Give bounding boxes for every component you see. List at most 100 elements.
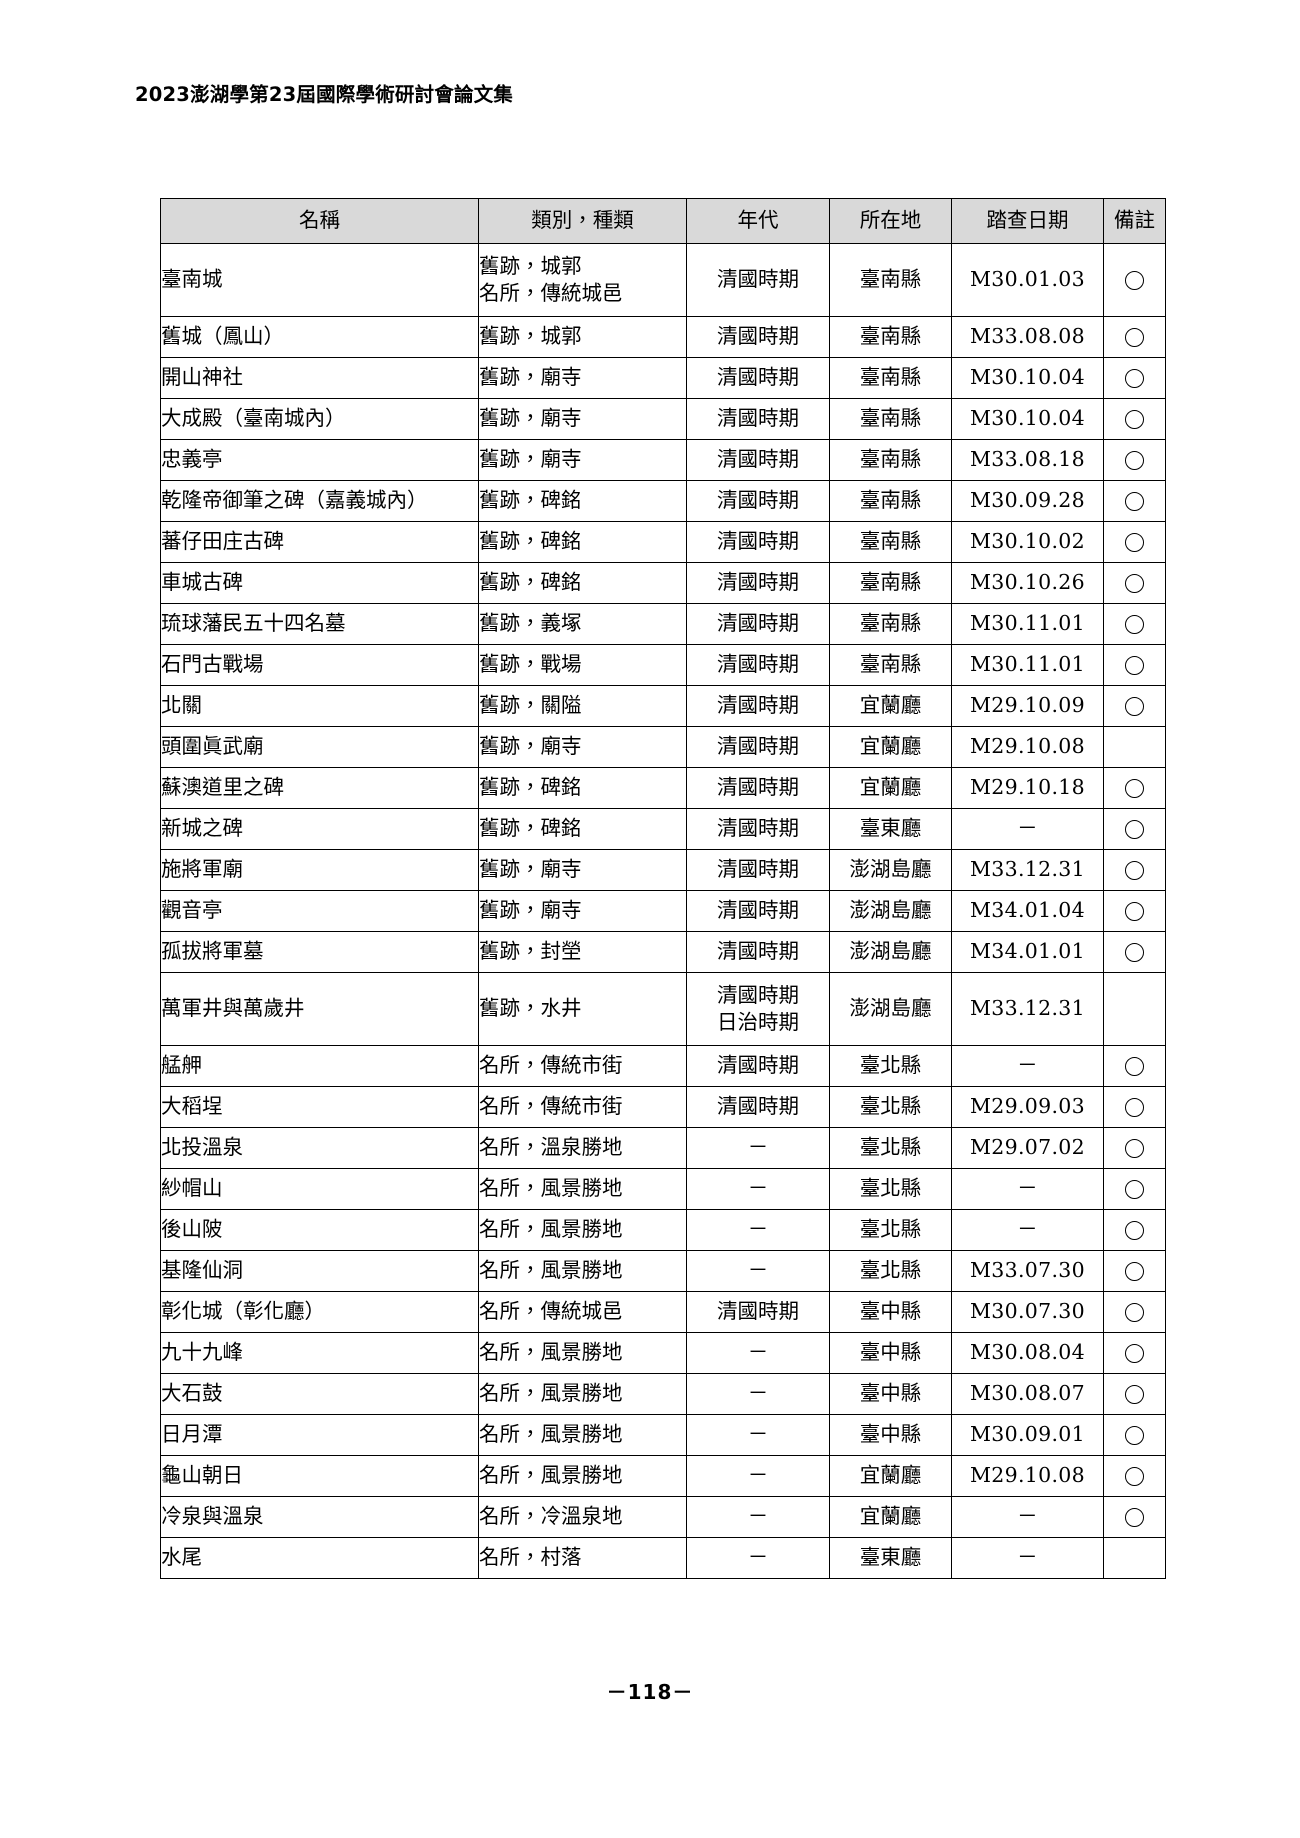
- cell-category: 舊跡，戰場: [478, 644, 687, 686]
- cell-survey-date: －: [951, 808, 1104, 850]
- table-row: 紗帽山 名所，風景勝地 － 臺北縣 －: [160, 1168, 1166, 1210]
- cell-note: [1103, 1127, 1166, 1169]
- cell-era: 清國時期: [686, 767, 830, 809]
- cell-survey-date: M29.10.08: [951, 1455, 1104, 1497]
- cell-survey-date: M30.11.01: [951, 644, 1104, 686]
- cell-survey-date: M29.10.08: [951, 726, 1104, 768]
- table-row: 北投溫泉 名所，溫泉勝地 － 臺北縣 M29.07.02: [160, 1127, 1166, 1169]
- cell-era: 清國時期: [686, 562, 830, 604]
- survey-table-container: 名稱 類別，種類 年代 所在地 踏查日期 備註 臺南城 舊跡，城郭 名所，傳統城邑…: [160, 198, 1166, 1579]
- cell-name: 石門古戰場: [160, 644, 479, 686]
- cell-note: [1103, 931, 1166, 973]
- cell-survey-date: M34.01.04: [951, 890, 1104, 932]
- cell-location: 臺南縣: [829, 243, 952, 317]
- cell-location: 臺北縣: [829, 1209, 952, 1251]
- cell-category: 舊跡，水井: [478, 972, 687, 1046]
- cell-survey-date: M30.01.03: [951, 243, 1104, 317]
- dash-mark: －: [747, 1463, 769, 1488]
- cell-location: 臺南縣: [829, 439, 952, 481]
- circle-mark-icon: [1125, 1221, 1144, 1241]
- cell-era: －: [686, 1168, 830, 1210]
- table-row: 大稻埕 名所，傳統市街 清國時期 臺北縣 M29.09.03: [160, 1086, 1166, 1128]
- table-row: 龜山朝日 名所，風景勝地 － 宜蘭廳 M29.10.08: [160, 1455, 1166, 1497]
- dash-mark: －: [747, 1422, 769, 1447]
- cell-location: 臺南縣: [829, 398, 952, 440]
- cell-survey-date: M30.07.30: [951, 1291, 1104, 1333]
- cell-category: 名所，風景勝地: [478, 1250, 687, 1292]
- dash-mark: －: [747, 1176, 769, 1201]
- circle-mark-icon: [1125, 1180, 1144, 1200]
- cell-survey-date: M29.10.18: [951, 767, 1104, 809]
- cell-name: 大成殿（臺南城內）: [160, 398, 479, 440]
- cell-era: 清國時期 日治時期: [686, 972, 830, 1046]
- cell-survey-date: M33.08.08: [951, 316, 1104, 358]
- cell-era: －: [686, 1127, 830, 1169]
- cell-survey-date: －: [951, 1537, 1104, 1579]
- table-row: 大石鼓 名所，風景勝地 － 臺中縣 M30.08.07: [160, 1373, 1166, 1415]
- table-row: 頭圍眞武廟 舊跡，廟寺 清國時期 宜蘭廳 M29.10.08: [160, 726, 1166, 768]
- cell-survey-date: M33.08.18: [951, 439, 1104, 481]
- cell-era: 清國時期: [686, 726, 830, 768]
- cell-era: 清國時期: [686, 603, 830, 645]
- cell-name: 九十九峰: [160, 1332, 479, 1374]
- dash-mark: －: [747, 1340, 769, 1365]
- circle-mark-icon: [1125, 779, 1144, 799]
- table-row: 施將軍廟 舊跡，廟寺 清國時期 澎湖島廳 M33.12.31: [160, 849, 1166, 891]
- circle-mark-icon: [1125, 1426, 1144, 1446]
- circle-mark-icon: [1125, 1385, 1144, 1405]
- table-row: 大成殿（臺南城內） 舊跡，廟寺 清國時期 臺南縣 M30.10.04: [160, 398, 1166, 440]
- cell-category: 名所，傳統市街: [478, 1045, 687, 1087]
- cell-location: 澎湖島廳: [829, 849, 952, 891]
- cell-note: [1103, 439, 1166, 481]
- cell-survey-date: M34.01.01: [951, 931, 1104, 973]
- cell-name: 孤拔將軍墓: [160, 931, 479, 973]
- cell-note: [1103, 1291, 1166, 1333]
- cell-name: 基隆仙洞: [160, 1250, 479, 1292]
- cell-note: [1103, 1209, 1166, 1251]
- cell-note: [1103, 603, 1166, 645]
- table-row: 新城之碑 舊跡，碑銘 清國時期 臺東廳 －: [160, 808, 1166, 850]
- cell-location: 臺北縣: [829, 1250, 952, 1292]
- cell-era: －: [686, 1209, 830, 1251]
- dash-mark: －: [1017, 816, 1038, 841]
- circle-mark-icon: [1125, 1344, 1144, 1364]
- cell-era: 清國時期: [686, 521, 830, 563]
- cell-era: －: [686, 1537, 830, 1579]
- cell-note: [1103, 767, 1166, 809]
- cell-name: 紗帽山: [160, 1168, 479, 1210]
- cell-note: [1103, 398, 1166, 440]
- cell-note: [1103, 521, 1166, 563]
- cell-name: 冷泉與溫泉: [160, 1496, 479, 1538]
- cell-survey-date: M29.10.09: [951, 685, 1104, 727]
- cell-note: [1103, 644, 1166, 686]
- table-row: 萬軍井與萬歲井 舊跡，水井 清國時期 日治時期 澎湖島廳 M33.12.31: [160, 972, 1166, 1046]
- cell-name: 施將軍廟: [160, 849, 479, 891]
- cell-note: [1103, 1537, 1166, 1579]
- circle-mark-icon: [1125, 615, 1144, 635]
- circle-mark-icon: [1125, 451, 1144, 471]
- cell-era: 清國時期: [686, 849, 830, 891]
- cell-survey-date: M30.09.28: [951, 480, 1104, 522]
- table-header-row: 名稱 類別，種類 年代 所在地 踏查日期 備註: [160, 198, 1166, 244]
- cell-category: 舊跡，廟寺: [478, 849, 687, 891]
- circle-mark-icon: [1125, 697, 1144, 717]
- cell-name: 艋舺: [160, 1045, 479, 1087]
- table-row: 乾隆帝御筆之碑（嘉義城內） 舊跡，碑銘 清國時期 臺南縣 M30.09.28: [160, 480, 1166, 522]
- cell-location: 臺南縣: [829, 521, 952, 563]
- cell-category: 舊跡，廟寺: [478, 357, 687, 399]
- cell-category: 名所，風景勝地: [478, 1414, 687, 1456]
- cell-category: 舊跡，封塋: [478, 931, 687, 973]
- cell-category: 舊跡，廟寺: [478, 726, 687, 768]
- cell-category: 名所，風景勝地: [478, 1373, 687, 1415]
- cell-era: 清國時期: [686, 931, 830, 973]
- circle-mark-icon: [1125, 492, 1144, 512]
- cell-survey-date: M30.09.01: [951, 1414, 1104, 1456]
- cell-note: [1103, 562, 1166, 604]
- cell-location: 臺南縣: [829, 644, 952, 686]
- dash-mark: －: [1017, 1545, 1038, 1570]
- cell-note: [1103, 1250, 1166, 1292]
- cell-location: 臺南縣: [829, 603, 952, 645]
- circle-mark-icon: [1125, 861, 1144, 881]
- cell-name: 頭圍眞武廟: [160, 726, 479, 768]
- cell-survey-date: M33.07.30: [951, 1250, 1104, 1292]
